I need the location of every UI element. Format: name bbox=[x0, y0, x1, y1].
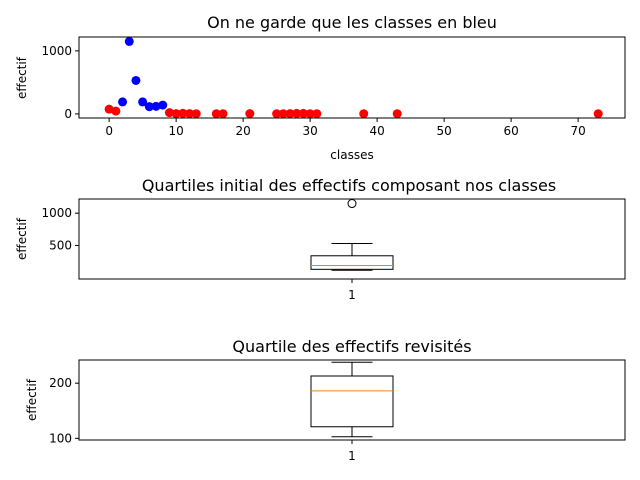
initial-boxplot-panel: Quartiles initial des effectifs composan… bbox=[15, 176, 626, 302]
x-tick-label: 0 bbox=[105, 124, 113, 138]
outlier-point bbox=[347, 199, 357, 209]
kept-class-point bbox=[144, 102, 154, 112]
revised-boxplot-y-axis-label: effectif bbox=[25, 378, 39, 421]
scatter-axes-frame bbox=[78, 36, 626, 119]
initial-boxplot-y-axis-label: effectif bbox=[15, 217, 29, 260]
scatter-panel: On ne garde que les classes en bleu clas… bbox=[15, 13, 626, 162]
x-tick-label: 1 bbox=[348, 449, 356, 463]
scatter-points bbox=[104, 36, 603, 119]
kept-class-point bbox=[118, 97, 128, 107]
dropped-class-point bbox=[359, 109, 369, 119]
initial-boxplot-axes-frame bbox=[78, 198, 626, 280]
kept-class-point bbox=[124, 36, 134, 46]
dropped-class-point bbox=[292, 108, 302, 118]
dropped-class-point bbox=[312, 109, 322, 119]
dropped-class-point bbox=[218, 109, 228, 119]
revised-boxplot-title: Quartile des effectifs revisités bbox=[232, 337, 471, 356]
y-tick-label: 500 bbox=[49, 238, 72, 252]
initial-boxplot-marks bbox=[310, 199, 394, 271]
dropped-class-point bbox=[298, 108, 308, 118]
dropped-class-point bbox=[593, 109, 603, 119]
kept-class-point bbox=[158, 100, 168, 110]
kept-class-point bbox=[131, 75, 141, 85]
scatter-ticks: 0 10 20 30 40 50 60 70 0 1000 bbox=[41, 44, 585, 138]
revised-boxplot-marks bbox=[310, 361, 394, 438]
dropped-class-point bbox=[164, 108, 174, 118]
x-tick-label: 50 bbox=[436, 124, 451, 138]
dropped-class-point bbox=[272, 109, 282, 119]
x-tick-label: 10 bbox=[169, 124, 184, 138]
scatter-y-axis-label: effectif bbox=[15, 56, 29, 99]
initial-boxplot-title: Quartiles initial des effectifs composan… bbox=[142, 176, 556, 195]
dropped-class-point bbox=[191, 109, 201, 119]
revised-boxplot-ticks: 100 200 1 bbox=[49, 376, 356, 463]
x-tick-label: 20 bbox=[235, 124, 250, 138]
y-tick-label: 0 bbox=[64, 107, 72, 121]
revised-boxplot-axes-frame bbox=[78, 359, 626, 441]
dropped-class-point bbox=[285, 109, 295, 119]
dropped-class-point bbox=[278, 109, 288, 119]
dropped-class-point bbox=[245, 109, 255, 119]
y-tick-label: 200 bbox=[49, 376, 72, 390]
y-tick-label: 1000 bbox=[41, 44, 72, 58]
y-tick-label: 100 bbox=[49, 431, 72, 445]
scatter-title: On ne garde que les classes en bleu bbox=[207, 13, 497, 32]
x-tick-label: 1 bbox=[348, 288, 356, 302]
dropped-class-point bbox=[392, 109, 402, 119]
y-tick-label: 1000 bbox=[41, 206, 72, 220]
x-tick-label: 40 bbox=[369, 124, 384, 138]
dropped-class-point bbox=[185, 109, 195, 119]
x-tick-label: 70 bbox=[570, 124, 585, 138]
scatter-x-axis-label: classes bbox=[330, 148, 373, 162]
dropped-class-point bbox=[211, 109, 221, 119]
initial-boxplot-ticks: 500 1000 1 bbox=[41, 206, 355, 302]
kept-class-point bbox=[138, 97, 148, 107]
dropped-class-point bbox=[111, 106, 121, 116]
x-tick-label: 30 bbox=[302, 124, 317, 138]
revised-boxplot-panel: Quartile des effectifs revisités effecti… bbox=[25, 337, 626, 463]
dropped-class-point bbox=[171, 109, 181, 119]
x-tick-label: 60 bbox=[503, 124, 518, 138]
dropped-class-point bbox=[178, 108, 188, 118]
kept-class-point bbox=[151, 101, 161, 111]
dropped-class-point bbox=[305, 109, 315, 119]
